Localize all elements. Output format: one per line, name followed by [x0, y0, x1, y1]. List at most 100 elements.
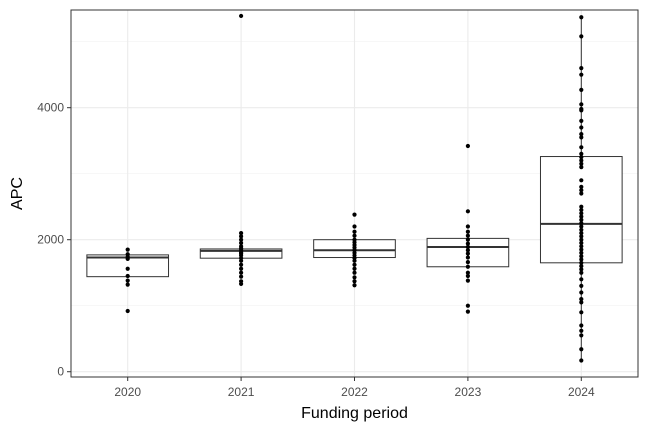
data-point-2024: [579, 151, 584, 156]
data-point-2024: [579, 108, 584, 113]
data-point-2023: [465, 270, 470, 275]
data-point-2024: [579, 161, 584, 166]
data-point-2024: [579, 300, 584, 305]
y-axis-label: APC: [9, 177, 26, 210]
data-point-2020: [125, 308, 130, 314]
data-point-2024: [579, 102, 584, 107]
data-point-2020: [125, 273, 130, 279]
x-tick-label: 2023: [455, 385, 482, 399]
x-axis-label: Funding period: [301, 405, 408, 422]
data-point-2021: [239, 274, 244, 279]
data-point-2024: [579, 207, 584, 213]
data-point-2024: [579, 125, 584, 130]
data-point-2022: [352, 224, 357, 229]
data-point-2024: [579, 118, 584, 123]
data-point-2024: [579, 244, 584, 249]
data-point-2023: [465, 273, 470, 279]
data-point-2024: [579, 191, 584, 196]
data-point-2024: [579, 234, 584, 239]
data-point-2023: [465, 264, 470, 269]
data-point-2023: [465, 224, 470, 229]
data-point-2022: [352, 212, 357, 217]
data-point-2024: [579, 164, 584, 170]
data-point-2024: [579, 290, 584, 295]
data-point-2020: [125, 282, 130, 287]
data-point-2024: [579, 277, 584, 282]
data-point-2024: [579, 65, 584, 71]
data-point-2024: [579, 323, 584, 328]
y-axis: 0 2000 4000: [37, 101, 71, 379]
data-point-2024: [579, 145, 584, 150]
data-point-2024: [579, 135, 584, 140]
data-point-2024: [579, 34, 584, 39]
data-point-2024: [579, 231, 584, 236]
data-point-2021: [239, 13, 244, 19]
data-point-2022: [352, 266, 357, 271]
data-point-2023: [465, 260, 470, 265]
y-tick-label: 2000: [37, 233, 64, 247]
data-point-2020: [125, 256, 130, 261]
data-point-2024: [579, 358, 584, 363]
data-point-2021: [239, 231, 244, 236]
data-point-2024: [579, 178, 584, 183]
data-point-2020: [125, 247, 130, 252]
data-point-2021: [239, 266, 244, 271]
data-point-2022: [352, 279, 357, 284]
x-tick-label: 2020: [114, 385, 141, 399]
y-tick-label: 4000: [37, 101, 64, 115]
y-tick-label: 0: [57, 365, 64, 379]
data-point-2024: [579, 224, 584, 229]
point-series: [125, 13, 584, 363]
data-point-2023: [465, 309, 470, 314]
data-point-2024: [579, 347, 584, 352]
data-point-2021: [239, 262, 244, 267]
data-point-2024: [579, 221, 584, 226]
data-point-2024: [579, 204, 584, 209]
x-axis: 2020 2021 2022 2023 2024: [114, 377, 595, 399]
data-point-2024: [579, 87, 584, 92]
data-point-2024: [579, 72, 584, 77]
data-point-2024: [579, 260, 584, 265]
data-point-2021: [239, 270, 244, 275]
data-point-2024: [579, 333, 584, 338]
data-point-2022: [352, 283, 357, 288]
data-point-2024: [579, 247, 584, 252]
data-point-2024: [579, 184, 584, 189]
x-tick-label: 2022: [341, 385, 368, 399]
data-point-2024: [579, 270, 584, 275]
x-tick-label: 2021: [228, 385, 255, 399]
data-point-2024: [579, 15, 584, 20]
data-point-2024: [579, 283, 584, 289]
data-point-2020: [125, 278, 130, 283]
data-point-2024: [579, 257, 584, 262]
data-point-2022: [352, 258, 357, 263]
data-point-2023: [465, 303, 470, 308]
data-point-2024: [579, 188, 584, 193]
data-point-2023: [465, 248, 470, 253]
data-point-2021: [239, 237, 244, 242]
data-point-2021: [239, 281, 244, 287]
data-point-2021: [239, 240, 244, 246]
data-point-2021: [239, 234, 244, 239]
data-point-2022: [352, 270, 357, 275]
data-point-2023: [465, 241, 470, 246]
data-point-2022: [352, 275, 357, 280]
data-point-2024: [579, 328, 584, 333]
data-point-2022: [352, 229, 357, 234]
data-point-2024: [579, 250, 584, 256]
data-point-2023: [465, 233, 470, 238]
data-point-2024: [579, 240, 584, 246]
data-point-2021: [239, 258, 244, 263]
data-point-2023: [465, 251, 470, 256]
data-point-2024: [579, 237, 584, 242]
data-point-2024: [579, 217, 584, 223]
data-point-2024: [579, 155, 584, 160]
data-point-2022: [352, 233, 357, 238]
data-point-2024: [579, 310, 584, 315]
data-point-2022: [352, 262, 357, 267]
data-point-2023: [465, 278, 470, 283]
data-point-2024: [579, 211, 584, 216]
data-point-2024: [579, 131, 584, 137]
x-tick-label: 2024: [568, 385, 595, 399]
